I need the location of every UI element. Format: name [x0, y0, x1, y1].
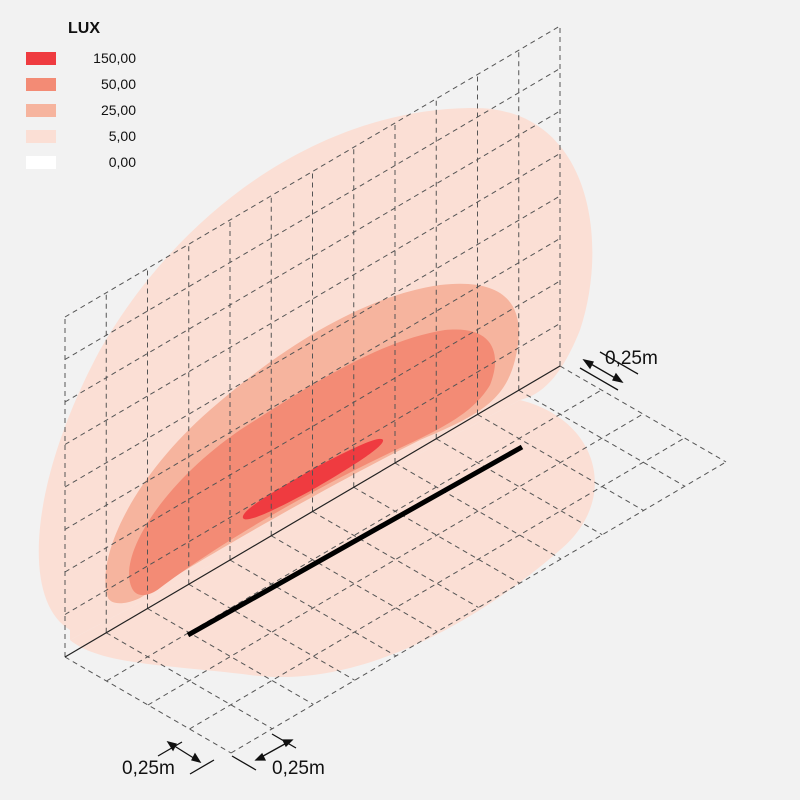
legend-label: 25,00 — [100, 102, 136, 118]
legend-item-0: 0,00 — [26, 154, 136, 170]
legend-swatch — [26, 156, 56, 169]
arrowhead — [612, 372, 624, 384]
dimension-label-bottom-left: 0,25m — [122, 758, 175, 779]
legend-item-5: 5,00 — [26, 128, 136, 144]
isolux-zone-5-floor — [70, 400, 595, 678]
legend-label: 150,00 — [93, 50, 136, 66]
legend-swatch — [26, 104, 56, 117]
legend-label: 5,00 — [108, 128, 136, 144]
grid — [64, 25, 727, 754]
isolux-zone-150 — [242, 438, 384, 520]
legend-title: LUX — [68, 20, 100, 37]
legend-label: 0,00 — [108, 154, 136, 170]
legend-swatch — [26, 130, 56, 143]
legend-swatch — [26, 52, 56, 65]
legend-swatch — [26, 78, 56, 91]
legend-item-25: 25,00 — [26, 102, 136, 118]
dimension-label-bottom-right: 0,25m — [272, 758, 325, 779]
legend-label: 50,00 — [100, 76, 136, 92]
isolux-zones — [38, 107, 595, 678]
wall-floor-baseline — [64, 365, 561, 658]
dimension-markers — [157, 351, 639, 775]
luminaire-line — [186, 444, 524, 638]
arrowhead — [582, 358, 594, 370]
dimension-label-right: 0,25m — [605, 348, 658, 369]
legend-item-50: 50,00 — [26, 76, 136, 92]
legend-item-150: 150,00 — [26, 50, 136, 66]
